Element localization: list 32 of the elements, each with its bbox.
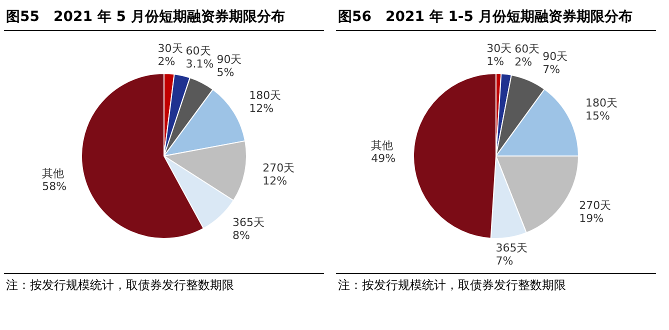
data-label: 12% [249,102,274,115]
data-label: 12% [262,174,288,188]
data-label: 15% [586,110,610,123]
slice-label: 180天 [249,88,282,102]
data-label: 5% [216,66,234,80]
data-label: 1% [486,54,504,68]
slice-label: 30天 [158,42,183,56]
slice-label: 60天 [514,42,540,56]
slice-label: 其他 [371,139,394,152]
data-label: 3.1% [186,57,214,70]
data-label: 8% [232,228,250,242]
slice-label: 其他 [42,167,64,180]
data-label: 2% [514,56,532,69]
slice-label: 30天 [486,42,512,55]
slice-label: 365天 [232,216,265,229]
data-label: 7% [496,254,514,268]
slice-label: 60天 [186,44,211,58]
data-label: 58% [42,180,67,194]
data-label: 19% [579,212,604,225]
slice-label: 90天 [542,50,568,64]
text: 注：按发行规模统计，取债券发行整数期限 [4,273,324,297]
data-label: 49% [371,152,396,166]
slice-label: 270天 [579,198,612,212]
slice-label: 365天 [496,242,528,255]
slice-label: 180天 [586,96,618,110]
slice-label: 90天 [216,53,242,66]
text: 注：按发行规模统计，取债券发行整数期限 [336,273,656,297]
chart-title: 图55 2021 年 5 月份短期融资券期限分布 [4,4,324,31]
data-label: 7% [542,63,560,76]
slice-label: 270天 [262,162,295,175]
chart-title: 图56 2021 年 1-5 月份短期融资券期限分布 [336,4,656,31]
data-label: 2% [158,55,176,68]
